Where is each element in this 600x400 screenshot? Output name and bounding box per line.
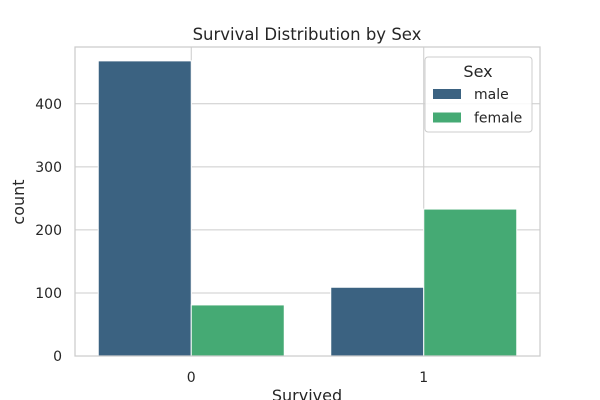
legend-label-female: female	[474, 111, 522, 127]
legend-title: Sex	[463, 62, 492, 81]
bar-male-1	[330, 286, 425, 357]
y-tick-label: 200	[35, 223, 62, 239]
x-tick-label: 1	[419, 370, 428, 386]
y-axis-label: count	[9, 179, 28, 224]
legend: Sex male female	[424, 56, 533, 133]
plot-frame	[74, 46, 541, 357]
y-tick-label: 300	[35, 160, 62, 176]
bars	[97, 60, 518, 357]
bar-female-1	[423, 208, 518, 357]
y-tick-label: 100	[35, 286, 62, 302]
legend-swatch-male	[433, 89, 461, 99]
y-tick-label: 400	[35, 97, 62, 113]
chart-title: Survival Distribution by Sex	[193, 25, 422, 44]
y-tick-label: 0	[53, 349, 62, 365]
legend-swatch-female	[433, 112, 461, 123]
bar-female-0	[190, 304, 285, 357]
x-axis-label: Survived	[272, 386, 342, 400]
bar-male-0	[97, 60, 192, 357]
y-tick-labels: 0 100 200 300 400	[35, 97, 62, 365]
legend-label-male: male	[474, 87, 509, 103]
x-tick-label: 0	[187, 370, 196, 386]
